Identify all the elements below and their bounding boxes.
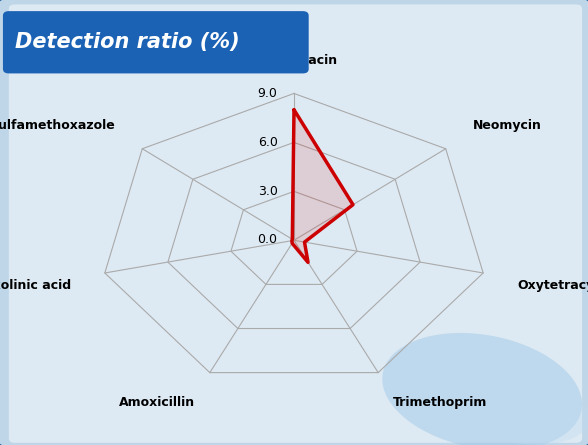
Ellipse shape	[382, 333, 582, 445]
Text: Sulfamethoxazole: Sulfamethoxazole	[0, 119, 115, 132]
Text: Amoxicillin: Amoxicillin	[119, 396, 195, 409]
FancyBboxPatch shape	[3, 11, 309, 73]
Text: Oxytetracycline: Oxytetracycline	[517, 279, 588, 292]
FancyBboxPatch shape	[9, 4, 582, 443]
Text: Neomycin: Neomycin	[473, 119, 542, 132]
Text: 6.0: 6.0	[258, 136, 278, 149]
Text: Trimethoprim: Trimethoprim	[393, 396, 487, 409]
Text: Enrofloxacin: Enrofloxacin	[250, 54, 338, 67]
Polygon shape	[292, 110, 353, 263]
Ellipse shape	[446, 374, 588, 445]
Text: 0.0: 0.0	[258, 233, 278, 246]
Text: Detection ratio (%): Detection ratio (%)	[15, 32, 239, 52]
Text: 9.0: 9.0	[258, 87, 278, 100]
Text: Oxolinic acid: Oxolinic acid	[0, 279, 71, 292]
Text: 3.0: 3.0	[258, 185, 278, 198]
